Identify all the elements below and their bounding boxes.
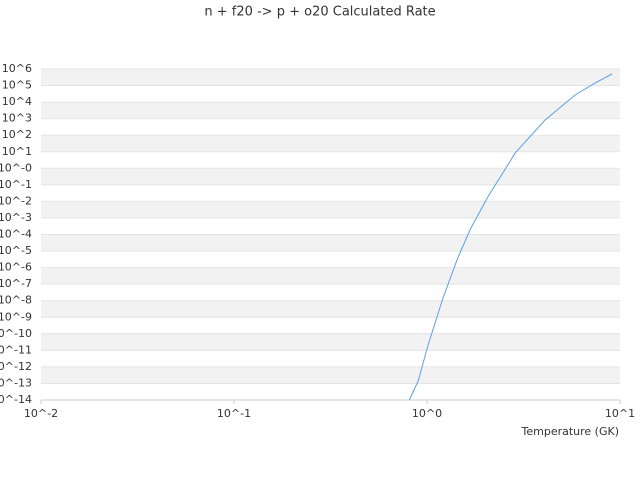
y-tick-label: 10^-13 bbox=[0, 376, 32, 389]
grid-band bbox=[41, 201, 620, 218]
y-tick-label: 10^4 bbox=[2, 95, 32, 108]
data-line bbox=[408, 73, 613, 401]
grid-band bbox=[41, 234, 620, 252]
y-tick-label: 10^-8 bbox=[0, 294, 32, 307]
y-tick-label: 10^-1 bbox=[0, 178, 32, 191]
y-tick-label: 10^-12 bbox=[0, 360, 32, 373]
grid-band bbox=[41, 69, 620, 86]
y-tick-label: 10^-4 bbox=[0, 228, 32, 241]
y-tick-label: 10^-3 bbox=[0, 211, 32, 224]
grid-band bbox=[41, 300, 620, 318]
y-tick-label: 10^-11 bbox=[0, 343, 32, 356]
grid-band bbox=[41, 168, 620, 185]
y-tick-label: 10^-6 bbox=[0, 261, 32, 274]
y-tick-label: 10^6 bbox=[2, 62, 32, 75]
y-tick-label: 10^-5 bbox=[0, 244, 32, 257]
y-tick-label: 10^-10 bbox=[0, 327, 32, 340]
y-tick-label: 10^2 bbox=[2, 128, 32, 141]
y-tick-label: 10^3 bbox=[2, 112, 32, 125]
y-tick-label: 10^1 bbox=[2, 145, 32, 158]
grid-band bbox=[41, 135, 620, 152]
x-axis-label: Temperature (GK) bbox=[521, 425, 620, 438]
x-tick-label: 10^0 bbox=[412, 407, 442, 420]
y-tick-label: 10^-7 bbox=[0, 277, 32, 290]
grid-band bbox=[41, 333, 620, 351]
grid-band bbox=[41, 102, 620, 119]
y-tick-label: 10^-14 bbox=[0, 393, 32, 406]
y-tick-label: 10^-2 bbox=[0, 194, 32, 207]
chart-title: n + f20 -> p + o20 Calculated Rate bbox=[204, 5, 435, 20]
grid-band bbox=[41, 267, 620, 285]
x-tick-label: 10^1 bbox=[605, 407, 635, 420]
grid-band bbox=[41, 366, 620, 384]
y-tick-label: 10^-9 bbox=[0, 310, 32, 323]
x-tick-label: 10^-2 bbox=[24, 407, 58, 420]
x-tick-label: 10^-1 bbox=[217, 407, 251, 420]
y-tick-label: 10^5 bbox=[2, 79, 32, 92]
y-tick-label: 10^-0 bbox=[0, 161, 32, 174]
grid bbox=[41, 68, 620, 401]
